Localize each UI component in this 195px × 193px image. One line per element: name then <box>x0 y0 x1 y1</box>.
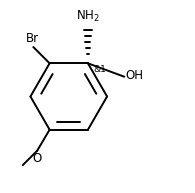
Text: Br: Br <box>26 32 39 45</box>
Text: OH: OH <box>126 69 144 82</box>
Text: NH$_2$: NH$_2$ <box>76 9 100 24</box>
Text: O: O <box>33 152 42 165</box>
Text: &1: &1 <box>93 65 106 74</box>
